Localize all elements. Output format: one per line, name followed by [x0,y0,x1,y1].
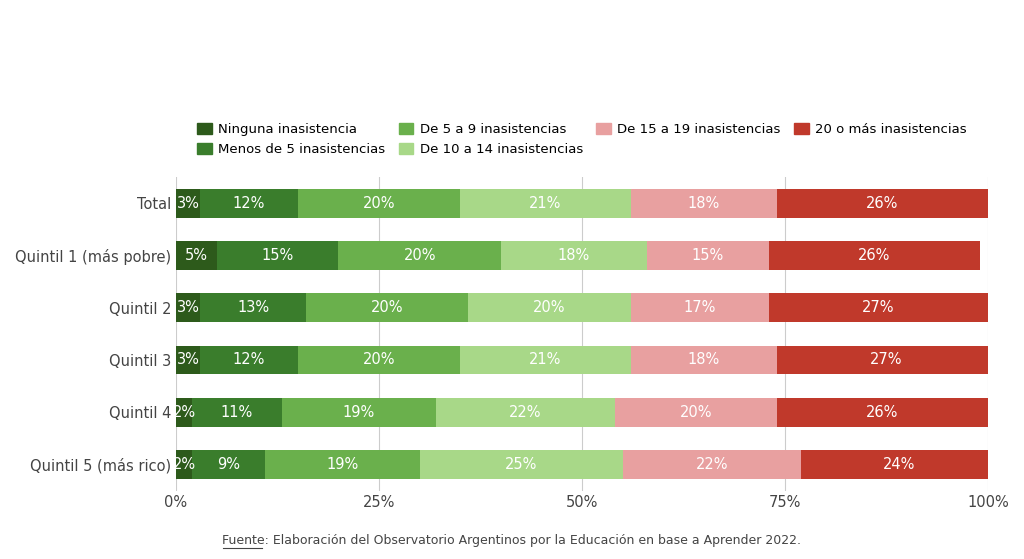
Bar [647,241,769,270]
Bar [217,241,338,270]
Text: 15%: 15% [692,248,724,263]
Bar [769,293,988,322]
Text: 26%: 26% [866,196,899,211]
Text: 18%: 18% [558,248,590,263]
Text: 22%: 22% [509,405,542,420]
Text: 9%: 9% [217,457,241,472]
Bar [631,189,777,217]
Bar [201,293,306,322]
Text: 3%: 3% [177,353,200,367]
Text: 22%: 22% [695,457,728,472]
Text: 18%: 18% [688,196,720,211]
Text: 12%: 12% [232,353,265,367]
Bar [460,189,631,217]
Text: 20%: 20% [371,300,403,315]
Bar [614,398,777,427]
Text: 3%: 3% [177,196,200,211]
Text: 21%: 21% [529,196,562,211]
Text: 27%: 27% [870,353,903,367]
Bar [176,345,201,375]
Bar [631,345,777,375]
Bar [193,398,282,427]
Text: 24%: 24% [883,457,915,472]
Text: 25%: 25% [505,457,538,472]
Text: 2%: 2% [173,405,196,420]
Bar [176,189,201,217]
Text: 18%: 18% [688,353,720,367]
Text: 26%: 26% [866,405,899,420]
Text: 21%: 21% [529,353,562,367]
Text: 19%: 19% [327,457,358,472]
Bar [338,241,501,270]
Bar [193,450,265,479]
Bar [420,450,623,479]
Text: 20%: 20% [680,405,712,420]
Text: 15%: 15% [261,248,294,263]
Bar [298,189,460,217]
Text: 17%: 17% [684,300,716,315]
Bar [802,450,996,479]
Text: 2%: 2% [173,457,196,472]
Bar [176,398,193,427]
Bar [623,450,802,479]
Text: 27%: 27% [862,300,895,315]
Bar [306,293,468,322]
Text: 11%: 11% [221,405,253,420]
Text: 20%: 20% [403,248,436,263]
Bar [777,345,996,375]
Bar [265,450,420,479]
Bar [201,345,298,375]
Bar [777,398,988,427]
Bar [298,345,460,375]
Bar [282,398,436,427]
Text: 20%: 20% [362,353,395,367]
Text: 13%: 13% [238,300,269,315]
Text: 19%: 19% [343,405,375,420]
Bar [777,189,988,217]
Text: 12%: 12% [232,196,265,211]
Text: 20%: 20% [362,196,395,211]
Bar [201,189,298,217]
Bar [176,293,201,322]
Text: Fuente: Elaboración del Observatorio Argentinos por la Educación en base a Apren: Fuente: Elaboración del Observatorio Arg… [222,534,802,547]
Bar [468,293,631,322]
Bar [501,241,647,270]
Bar [460,345,631,375]
Bar [436,398,614,427]
Bar [176,241,217,270]
Text: 26%: 26% [858,248,891,263]
Bar [176,450,193,479]
Text: 3%: 3% [177,300,200,315]
Legend: Ninguna inasistencia, Menos de 5 inasistencias, De 5 a 9 inasistencias, De 10 a : Ninguna inasistencia, Menos de 5 inasist… [193,118,972,161]
Text: 20%: 20% [534,300,566,315]
Text: 5%: 5% [184,248,208,263]
Bar [769,241,980,270]
Bar [631,293,769,322]
